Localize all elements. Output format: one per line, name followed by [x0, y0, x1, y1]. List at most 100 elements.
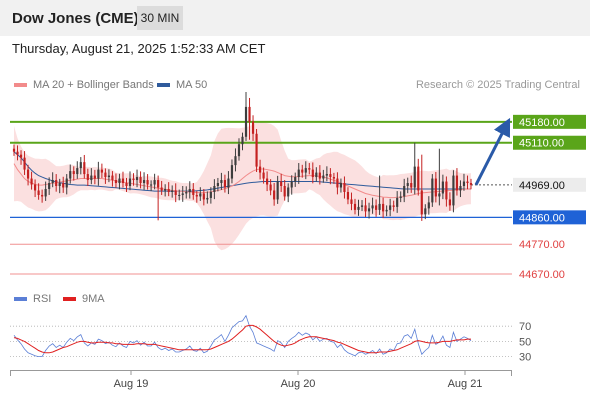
candle-up	[322, 175, 325, 179]
rsi-tick-label: 50	[519, 336, 531, 348]
candle-down	[262, 172, 265, 179]
candle-down	[417, 166, 420, 191]
support-label: 44670.00	[519, 269, 565, 281]
candle-down	[100, 169, 103, 173]
candle-up	[367, 208, 371, 212]
candle-up	[459, 186, 462, 191]
candle-down	[280, 181, 283, 187]
forecast-arrow	[474, 117, 511, 186]
legend-ma20: MA 20 + Bollinger Bands	[14, 79, 154, 91]
candle-down	[350, 199, 353, 204]
ma50-swatch	[157, 83, 170, 87]
candle-down	[311, 169, 314, 178]
candle-up	[287, 187, 290, 197]
candle-down	[104, 172, 107, 178]
candle-up	[427, 202, 430, 209]
candle-down	[55, 180, 58, 187]
candle-up	[385, 209, 388, 212]
rsi-ma-line	[13, 324, 471, 354]
legend-rsi: RSI	[14, 293, 51, 305]
candle-down	[125, 183, 128, 187]
candle-down	[251, 121, 255, 134]
candle-up	[178, 194, 181, 196]
candle-up	[413, 166, 416, 188]
candle-down	[353, 203, 357, 210]
support-label: 44770.00	[519, 239, 565, 251]
candle-up	[220, 180, 223, 184]
candle-down	[301, 169, 304, 173]
candle-up	[150, 184, 153, 186]
candle-up	[438, 193, 441, 197]
rsi-line	[13, 314, 472, 357]
candle-up	[452, 175, 455, 206]
candle-up	[185, 191, 188, 194]
candle-up	[399, 196, 402, 198]
candle-down	[434, 178, 437, 197]
last-price-label-box	[513, 177, 586, 192]
candle-down	[146, 180, 149, 185]
candle-up	[44, 188, 47, 197]
ma20-line	[13, 163, 472, 199]
candle-up	[396, 197, 399, 207]
candle-up	[431, 178, 434, 203]
rsi-ma-swatch	[63, 297, 76, 301]
candle-down	[266, 178, 269, 185]
candle-down	[114, 180, 118, 184]
rsi-ma-legend-label: 9MA	[82, 293, 105, 305]
candle-down	[469, 183, 473, 185]
candle-down	[72, 171, 75, 175]
candle-up	[304, 168, 307, 173]
candle-down	[455, 175, 459, 191]
candle-up	[51, 180, 54, 184]
candle-up	[339, 183, 343, 188]
candle-up	[237, 144, 241, 157]
candle-up	[462, 181, 466, 187]
legend-rsi-ma: 9MA	[63, 293, 105, 305]
candle-down	[255, 133, 258, 167]
instrument-title: Dow Jones (CME)	[12, 10, 139, 27]
candle-up	[371, 205, 374, 209]
candle-up	[97, 169, 100, 179]
candle-up	[276, 181, 279, 200]
bollinger-band	[14, 122, 471, 251]
resistance-label-box	[513, 135, 586, 150]
candle-down	[174, 190, 177, 195]
copyright-text: Research © 2025 Trading Central	[415, 79, 580, 91]
candle-down	[332, 177, 335, 179]
candle-down	[283, 186, 286, 197]
candle-up	[216, 183, 219, 187]
candle-down	[410, 183, 413, 188]
candle-down	[62, 183, 65, 188]
candle-down	[382, 203, 385, 212]
candle-up	[244, 106, 248, 137]
candle-up	[441, 181, 444, 194]
candle-up	[357, 206, 360, 210]
candle-up	[107, 175, 111, 178]
candle-up	[135, 177, 139, 181]
candle-down	[374, 205, 378, 210]
timeframe-selector[interactable]: 30 MIN	[137, 6, 183, 30]
candle-up	[297, 169, 300, 178]
rsi-tick-label: 30	[519, 352, 531, 364]
candle-up	[325, 174, 328, 176]
candle-down	[420, 190, 423, 215]
candle-up	[403, 186, 406, 197]
candle-down	[364, 205, 367, 212]
candle-down	[139, 177, 142, 184]
candle-up	[360, 205, 364, 207]
timestamp: Thursday, August 21, 2025 1:52:33 AM CET	[12, 41, 266, 56]
time-label: Aug 21	[448, 378, 483, 390]
candle-up	[65, 178, 68, 188]
candle-up	[209, 191, 212, 198]
candle-up	[181, 193, 184, 195]
candle-down	[93, 175, 96, 179]
candle-down	[86, 174, 89, 181]
resistance-label: 45110.00	[519, 138, 564, 150]
candle-up	[164, 188, 167, 191]
candle-up	[171, 190, 174, 192]
candle-down	[157, 180, 160, 188]
candle-up	[406, 183, 409, 187]
candle-up	[378, 203, 381, 210]
candle-up	[118, 178, 121, 184]
